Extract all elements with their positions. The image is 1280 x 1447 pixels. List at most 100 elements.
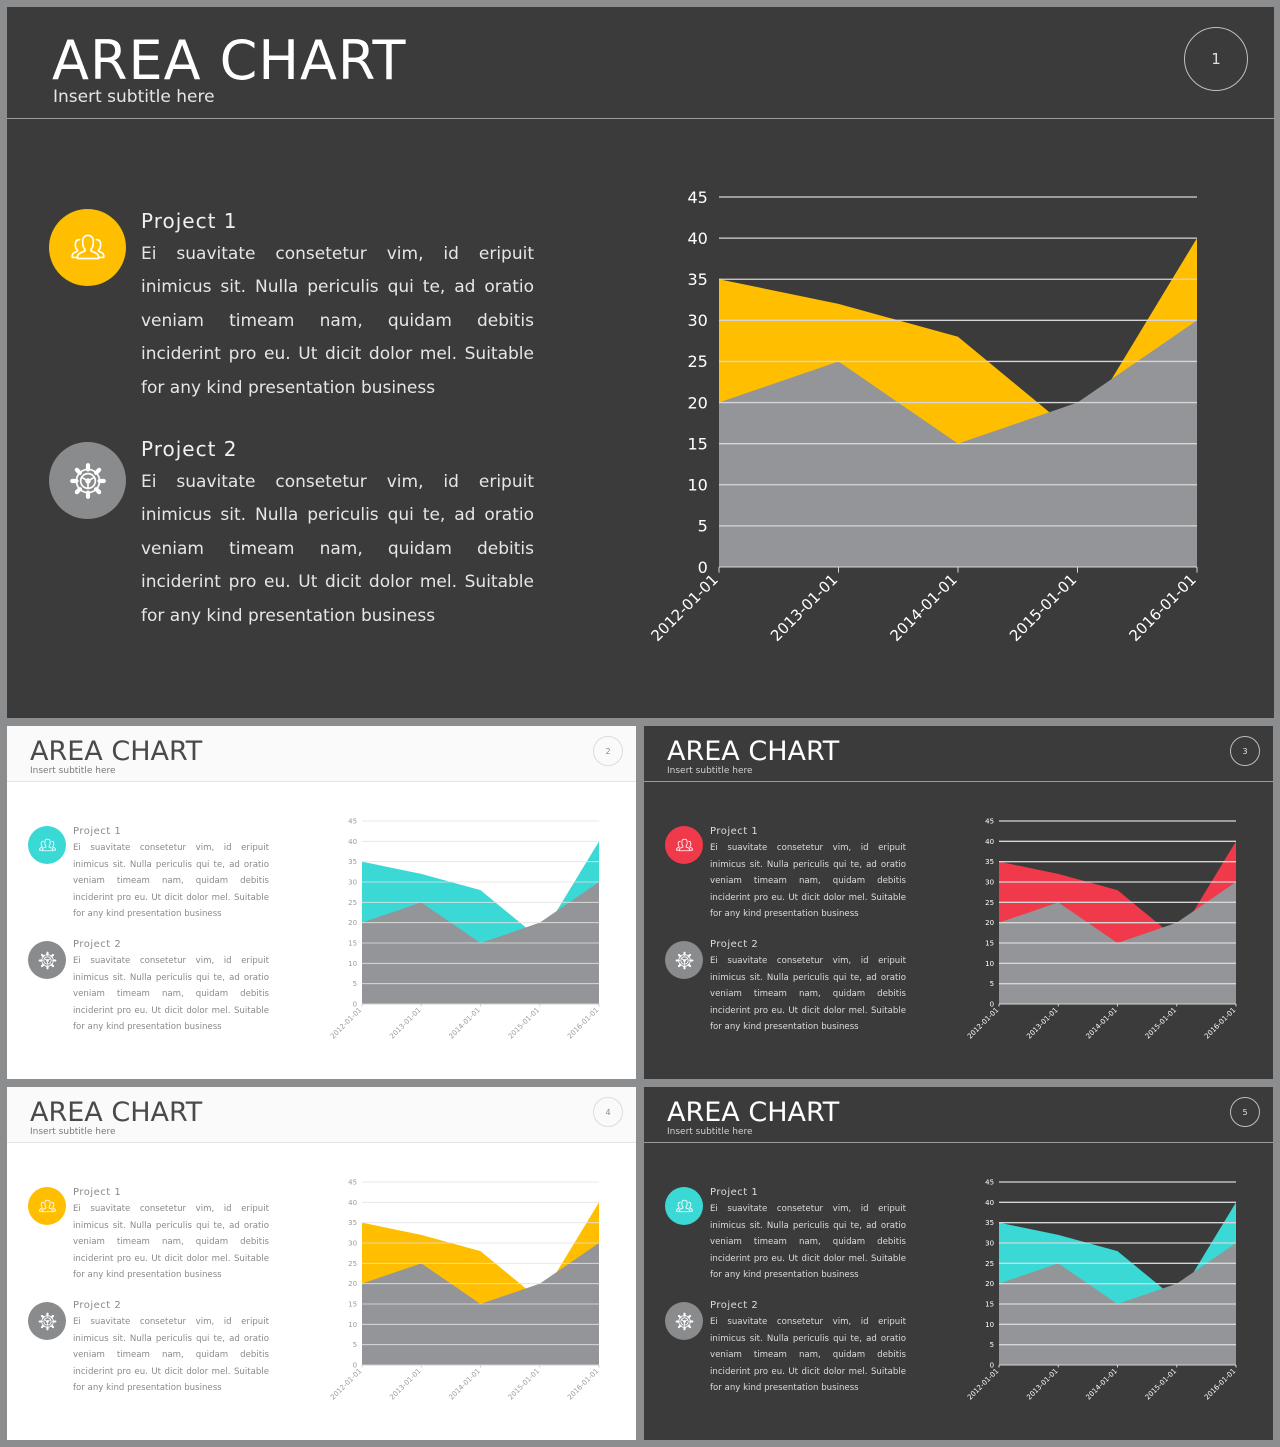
slide-5: AREA CHART Insert subtitle here 5 Projec…: [644, 1087, 1273, 1440]
slide-number: 3: [1242, 746, 1248, 756]
x-tick-label: 2016-01-01: [566, 1367, 600, 1401]
area-chart-svg: 0 5 10 15 20 25 30 35 40 45 2012-01-01 2013-01-01 20…: [329, 1179, 600, 1402]
project-1-title: Project 1: [710, 826, 759, 837]
y-tick-label: 10: [985, 960, 994, 968]
slide-number-badge: 4: [593, 1097, 623, 1127]
project-2-block: Project 2 Ei suavitate consetetur vim, i…: [28, 1300, 278, 1400]
project-2-text: Ei suavitate consetetur vim, id eripuit …: [710, 1317, 906, 1394]
y-tick-label: 20: [985, 919, 994, 927]
slide-title: AREA CHART: [667, 1097, 840, 1128]
project-2-title: Project 2: [73, 1300, 122, 1311]
y-tick-label: 30: [985, 879, 994, 887]
project-1-text: Ei suavitate consetetur vim, id eripuit …: [710, 1204, 906, 1281]
gear-icon: [665, 1302, 703, 1340]
y-tick-label: 10: [348, 960, 357, 968]
y-tick-label: 10: [985, 1321, 994, 1329]
x-tick-label: 2015-01-01: [1006, 571, 1080, 645]
x-tick-label: 2013-01-01: [1025, 1367, 1059, 1401]
gear-icon-glyph: [69, 462, 106, 499]
slide-2: AREA CHART Insert subtitle here 2 Projec…: [7, 726, 636, 1079]
y-tick-label: 30: [348, 1240, 357, 1248]
header-divider: [644, 781, 1273, 782]
users-icon: [49, 209, 126, 286]
gear-icon-glyph: [675, 1312, 693, 1330]
y-tick-label: 45: [348, 818, 357, 826]
y-tick-label: 40: [348, 1199, 357, 1207]
x-tick-label: 2015-01-01: [507, 1367, 541, 1401]
slide-number-badge: 3: [1230, 736, 1260, 766]
y-tick-label: 10: [687, 476, 707, 495]
slide-subtitle: Insert subtitle here: [30, 1127, 116, 1137]
x-tick-label: 2013-01-01: [388, 1006, 422, 1040]
gear-icon-glyph: [675, 951, 693, 969]
header-divider: [7, 781, 636, 782]
area-chart-svg: 0 5 10 15 20 25 30 35 40 45 2012-01-01 2013-01-01 20…: [966, 1179, 1237, 1402]
y-tick-label: 40: [348, 838, 357, 846]
gear-icon: [49, 442, 126, 519]
x-tick-label: 2014-01-01: [447, 1006, 481, 1040]
y-tick-label: 40: [985, 838, 994, 846]
y-tick-label: 45: [348, 1179, 357, 1187]
y-tick-label: 15: [348, 1301, 357, 1309]
x-tick-label: 2016-01-01: [1125, 571, 1199, 645]
y-tick-label: 35: [348, 1219, 357, 1227]
slide-header: AREA CHART Insert subtitle here 4: [7, 1087, 636, 1143]
users-icon-glyph: [675, 838, 693, 851]
y-tick-label: 35: [985, 1219, 994, 1227]
users-icon-glyph: [70, 234, 105, 259]
y-tick-label: 0: [990, 1362, 994, 1370]
y-tick-label: 15: [348, 940, 357, 948]
project-1-text: Ei suavitate consetetur vim, id eripuit …: [141, 244, 534, 398]
users-icon-glyph: [38, 838, 56, 851]
slide-subtitle: Insert subtitle here: [667, 1127, 753, 1137]
project-1-block: Project 1 Ei suavitate consetetur vim, i…: [28, 826, 278, 926]
slide-header: AREA CHART Insert subtitle here 5: [644, 1087, 1273, 1143]
project-2-block: Project 2 Ei suavitate consetetur vim, i…: [665, 939, 915, 1039]
project-1-block: Project 1 Ei suavitate consetetur vim, i…: [665, 826, 915, 926]
y-tick-label: 25: [985, 1260, 994, 1268]
project-1-title: Project 1: [73, 1187, 122, 1198]
y-tick-label: 5: [990, 1341, 994, 1349]
project-1-block: Project 1 Ei suavitate consetetur vim, i…: [28, 1187, 278, 1287]
users-icon-glyph: [38, 1199, 56, 1212]
y-tick-label: 30: [985, 1240, 994, 1248]
area-chart-svg: 0 5 10 15 20 25 30 35 40 45 2012-01-01 2013-01-01 20…: [647, 188, 1199, 645]
slide-number-badge: 1: [1184, 27, 1248, 91]
users-icon: [28, 826, 66, 864]
area-chart-svg: 0 5 10 15 20 25 30 35 40 45 2012-01-01 2013-01-01 20…: [966, 818, 1237, 1041]
slide-number: 5: [1242, 1107, 1248, 1117]
y-tick-label: 15: [985, 940, 994, 948]
slide-subtitle: Insert subtitle here: [53, 87, 215, 107]
y-tick-label: 20: [985, 1280, 994, 1288]
x-tick-label: 2012-01-01: [329, 1367, 363, 1401]
y-tick-label: 25: [985, 899, 994, 907]
slide-number-badge: 2: [593, 736, 623, 766]
y-tick-label: 25: [687, 352, 707, 371]
project-1-text: Ei suavitate consetetur vim, id eripuit …: [73, 1204, 269, 1281]
x-tick-label: 2016-01-01: [1203, 1006, 1237, 1040]
x-tick-label: 2012-01-01: [647, 571, 721, 645]
project-2-title: Project 2: [141, 437, 238, 461]
gear-icon-glyph: [38, 951, 56, 969]
y-tick-label: 45: [985, 1179, 994, 1187]
x-tick-label: 2013-01-01: [388, 1367, 422, 1401]
project-1-block: Project 1 Ei suavitate consetetur vim, i…: [49, 207, 549, 407]
y-tick-label: 5: [353, 1341, 357, 1349]
project-2-text: Ei suavitate consetetur vim, id eripuit …: [710, 956, 906, 1033]
slide-header: AREA CHART Insert subtitle here 3: [644, 726, 1273, 782]
slide-title: AREA CHART: [30, 1097, 203, 1128]
x-tick-label: 2012-01-01: [329, 1006, 363, 1040]
slide-title: AREA CHART: [667, 736, 840, 767]
y-tick-label: 35: [985, 858, 994, 866]
x-tick-label: 2015-01-01: [1144, 1367, 1178, 1401]
header-divider: [7, 118, 1274, 119]
project-1-text: Ei suavitate consetetur vim, id eripuit …: [710, 843, 906, 920]
project-1-title: Project 1: [710, 1187, 759, 1198]
y-tick-label: 10: [348, 1321, 357, 1329]
slide-header: AREA CHART Insert subtitle here 2: [7, 726, 636, 782]
project-2-block: Project 2 Ei suavitate consetetur vim, i…: [665, 1300, 915, 1400]
slide-4: AREA CHART Insert subtitle here 4 Projec…: [7, 1087, 636, 1440]
y-tick-label: 20: [348, 919, 357, 927]
slide-1: AREA CHART Insert subtitle here 1 Projec…: [7, 7, 1274, 718]
slide-number: 2: [605, 746, 611, 756]
